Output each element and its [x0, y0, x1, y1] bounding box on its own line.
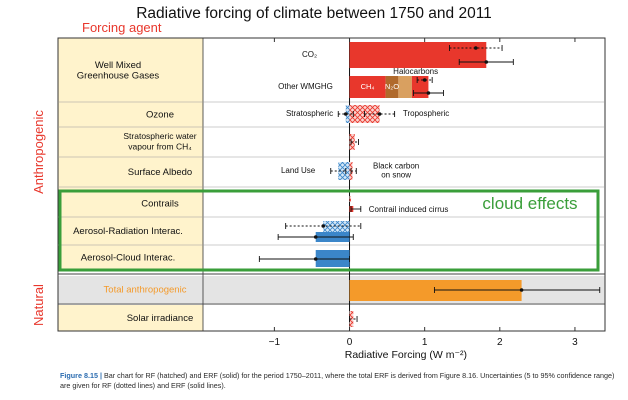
segment-label-1: N₂O — [385, 82, 399, 91]
row-label-1: Ozone — [146, 109, 174, 120]
x-tick-label: 0 — [347, 337, 353, 348]
x-tick-label: −1 — [269, 337, 281, 348]
forcing-agent-header: Forcing agent — [82, 20, 162, 35]
segment-label-0: CH₄ — [361, 82, 375, 91]
figure-number: Figure 8.15 | — [60, 371, 102, 380]
contrail-cirrus-label: Contrail induced cirrus — [369, 205, 449, 214]
x-tick-label: 3 — [572, 337, 578, 348]
co2-erf-bar — [349, 42, 487, 68]
group-label-natural: Natural — [31, 284, 46, 326]
cloud-effects-frame — [58, 189, 600, 272]
contrail-rf-bar — [349, 196, 352, 202]
row-label-0: Well Mixed Greenhouse Gases — [77, 59, 160, 81]
total-anthropogenic-bar — [349, 280, 522, 301]
ozone-strat-dot — [343, 112, 348, 116]
solar-row-band — [58, 305, 203, 331]
label-column-band — [58, 38, 203, 270]
row-label-8: Solar irradiance — [127, 313, 194, 324]
halocarbons-label: Halocarbons — [393, 67, 438, 76]
row-label-7: Total anthropogenic — [104, 284, 187, 295]
black-carbon-label: Black carbon on snow — [373, 162, 419, 180]
wmghg-erf-dot — [426, 91, 431, 95]
ozone-strat-label: Stratospheric — [286, 109, 333, 118]
cloud-effects-label: cloud effects — [482, 194, 577, 213]
row-label-2: Stratospheric water vapour from CH₄ — [123, 131, 196, 152]
total-anthropogenic-dot — [519, 288, 524, 292]
ozone-trop-dot — [377, 112, 382, 116]
co2-label: CO₂ — [302, 50, 317, 59]
co2-rf-dot — [473, 46, 478, 50]
aerosol-cloud-erf-dot — [313, 257, 318, 261]
co2-erf-dot — [484, 60, 489, 64]
x-tick-label: 1 — [422, 337, 428, 348]
land-use-label: Land Use — [281, 166, 316, 175]
chart-title: Radiative forcing of climate between 175… — [136, 5, 492, 22]
plot-frame — [57, 37, 606, 332]
row-label-6: Aerosol-Cloud Interac. — [81, 252, 176, 263]
x-axis-label: Radiative Forcing (W m⁻²) — [345, 349, 467, 361]
other-wmghg-segment — [349, 76, 386, 98]
row-label-3: Surface Albedo — [128, 167, 192, 178]
x-tick-label: 2 — [497, 337, 503, 348]
group-label-anthropogenic: Anthropogenic — [31, 110, 46, 194]
figure-caption: Figure 8.15 | Bar chart for RF (hatched)… — [60, 371, 620, 390]
ozone-trop-label: Tropospheric — [403, 109, 449, 118]
aerosol-rad-erf-dot — [313, 235, 318, 239]
wmghg-rf-dot — [422, 78, 427, 82]
row-label-4: Contrails — [141, 198, 179, 209]
other-wmghg-label: Other WMGHG — [278, 82, 333, 91]
caption-text: Bar chart for RF (hatched) and ERF (soli… — [60, 371, 615, 390]
aerosol-rad-rf-dot — [321, 224, 326, 228]
other-wmghg-segment — [398, 76, 412, 98]
other-wmghg-segment — [385, 76, 399, 98]
row-label-5: Aerosol-Radiation Interac. — [73, 226, 183, 237]
aerosol-cloud-erf-bar — [315, 250, 350, 267]
aerosol-rad-rf-bar — [323, 221, 350, 232]
